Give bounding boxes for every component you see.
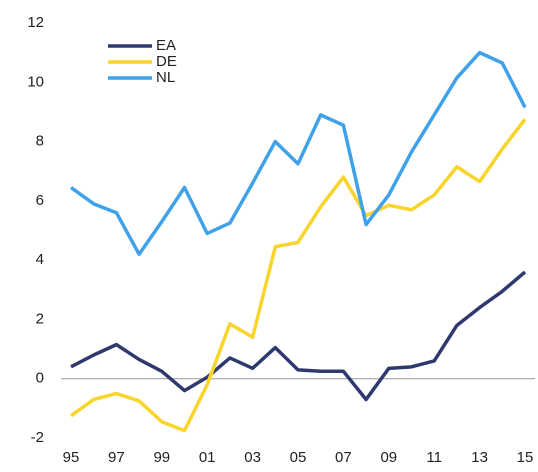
x-tick-label: 11 [426,449,442,466]
x-tick-label: 97 [108,449,125,466]
line-series [69,50,527,256]
y-tick-label: 10 [27,73,44,90]
x-tick-label: 03 [244,449,261,466]
y-tick-label: -2 [31,429,44,446]
x-tick-label: 01 [199,449,216,466]
y-tick-label: 0 [36,370,44,387]
x-tick-label: 07 [335,449,352,466]
y-tick-label: 6 [36,192,44,209]
legend-label: DE [156,53,177,70]
x-tick-label: 15 [517,449,534,466]
y-tick-label: 2 [36,310,44,327]
line-series [70,270,527,402]
legend-label: EA [156,37,176,54]
line-series [69,118,527,433]
legend-label: NL [156,69,175,86]
x-tick-label: 95 [63,449,80,466]
y-tick-label: 4 [36,251,44,268]
y-tick-label: 8 [36,133,44,150]
x-tick-label: 05 [290,449,307,466]
x-tick-label: 09 [380,449,397,466]
x-tick-label: 99 [153,449,170,466]
x-tick-label: 13 [471,449,488,466]
y-tick-label: 12 [27,14,44,31]
